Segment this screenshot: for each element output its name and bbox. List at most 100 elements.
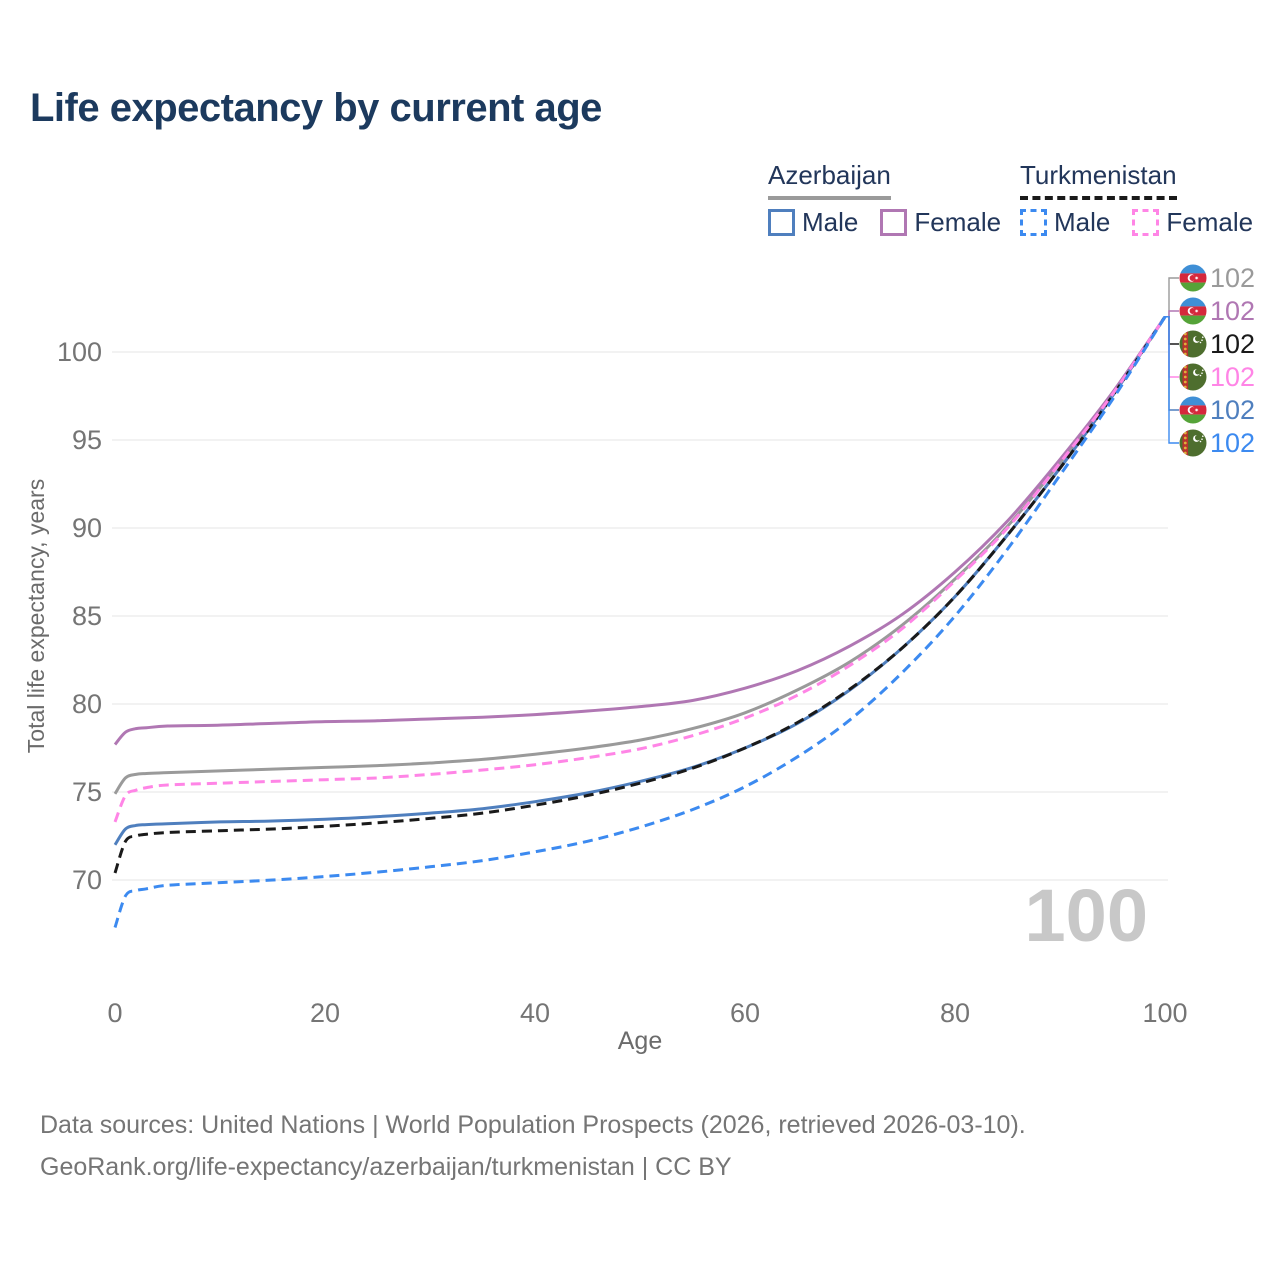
end-label-leader xyxy=(1164,316,1179,345)
circle xyxy=(1183,347,1187,351)
legend-group-turkmenistan: Turkmenistan Male Female xyxy=(1020,160,1275,238)
circle xyxy=(1199,341,1202,344)
legend-item-turkmenistan-male[interactable]: Male xyxy=(1020,207,1110,238)
turkmenistan-flag-icon xyxy=(1179,363,1207,391)
y-axis-title: Total life expectancy, years xyxy=(23,479,49,753)
end-label-leader xyxy=(1164,316,1179,378)
circle xyxy=(1183,370,1187,374)
y-tick-label: 85 xyxy=(72,601,102,631)
polygon xyxy=(1194,276,1199,280)
attribution-line: GeoRank.org/life-expectancy/azerbaijan/t… xyxy=(40,1153,732,1181)
y-tick-label: 70 xyxy=(72,865,102,895)
legend-label-azerbaijan-female: Female xyxy=(914,207,1002,237)
y-tick-label: 75 xyxy=(72,777,102,807)
legend-label-azerbaijan-male: Male xyxy=(802,207,859,237)
circle xyxy=(1202,336,1204,338)
legend-label-turkmenistan-female: Female xyxy=(1166,207,1254,237)
end-label-leader xyxy=(1164,316,1179,444)
end-label-leader xyxy=(1164,310,1179,318)
azerbaijan-female-swatch-icon xyxy=(880,209,908,236)
circle xyxy=(1189,308,1196,314)
x-tick-label: 40 xyxy=(520,998,550,1028)
turkmenistan-female-swatch-icon xyxy=(1132,209,1160,236)
legend: Azerbaijan Male Female Turkmenistan Male xyxy=(0,160,1280,255)
end-value-azerbaijan-male: 102 xyxy=(1210,395,1255,425)
y-tick-label: 90 xyxy=(72,513,102,543)
turkmenistan-flag-icon xyxy=(1179,330,1207,358)
circle xyxy=(1195,434,1201,441)
series-line-turkmenistan-female xyxy=(113,315,1167,823)
legend-item-azerbaijan-female[interactable]: Female xyxy=(880,207,1001,238)
circle xyxy=(1199,440,1202,443)
x-tick-label: 0 xyxy=(107,998,122,1028)
rect xyxy=(1179,414,1207,424)
x-tick-label: 100 xyxy=(1142,998,1187,1028)
legend-country-turkmenistan[interactable]: Turkmenistan xyxy=(1020,160,1177,200)
legend-item-azerbaijan-male[interactable]: Male xyxy=(768,207,858,238)
page-title: Life expectancy by current age xyxy=(30,86,602,130)
age-counter-watermark: 100 xyxy=(1025,874,1148,957)
end-value-azerbaijan: 102 xyxy=(1210,263,1255,293)
rect xyxy=(1179,315,1207,325)
circle xyxy=(1183,385,1187,389)
azerbaijan-flag-icon xyxy=(1179,297,1207,325)
legend-item-turkmenistan-female[interactable]: Female xyxy=(1132,207,1253,238)
polygon xyxy=(1194,408,1199,412)
series-line-turkmenistan xyxy=(113,315,1167,874)
circle xyxy=(1199,374,1202,377)
end-value-turkmenistan: 102 xyxy=(1210,329,1255,359)
legend-country-azerbaijan[interactable]: Azerbaijan xyxy=(768,160,891,200)
turkmenistan-male-swatch-icon xyxy=(1020,209,1047,236)
circle xyxy=(1202,435,1204,437)
circle xyxy=(1183,375,1187,379)
circle xyxy=(1183,436,1187,440)
footer: Data sources: United Nations | World Pop… xyxy=(40,1104,1026,1188)
end-label-leader xyxy=(1164,316,1179,411)
x-axis-title: Age xyxy=(618,1027,662,1055)
circle xyxy=(1183,446,1187,450)
end-value-azerbaijan-female: 102 xyxy=(1210,296,1255,326)
end-value-turkmenistan-female: 102 xyxy=(1210,362,1255,392)
circle xyxy=(1183,352,1187,356)
y-tick-label: 95 xyxy=(72,425,102,455)
circle xyxy=(1195,335,1201,342)
circle xyxy=(1189,275,1196,281)
circle xyxy=(1183,441,1187,445)
circle xyxy=(1183,337,1187,341)
legend-label-turkmenistan-male: Male xyxy=(1054,207,1111,237)
circle xyxy=(1183,342,1187,346)
circle xyxy=(1183,365,1187,369)
series-line-azerbaijan-female xyxy=(113,315,1167,746)
series-line-turkmenistan-male xyxy=(113,316,1167,928)
turkmenistan-flag-icon xyxy=(1179,429,1207,457)
circle xyxy=(1201,372,1203,374)
circle xyxy=(1202,369,1204,371)
data-sources-line: Data sources: United Nations | World Pop… xyxy=(40,1111,1026,1139)
rect xyxy=(1179,282,1207,292)
x-tick-label: 20 xyxy=(310,998,340,1028)
y-tick-label: 80 xyxy=(72,689,102,719)
circle xyxy=(1201,438,1203,440)
circle xyxy=(1183,332,1187,336)
x-tick-label: 60 xyxy=(730,998,760,1028)
azerbaijan-flag-icon xyxy=(1179,396,1207,424)
rect xyxy=(1179,396,1207,406)
circle xyxy=(1195,368,1201,375)
legend-group-azerbaijan: Azerbaijan Male Female xyxy=(768,160,1023,238)
circle xyxy=(1183,451,1187,455)
azerbaijan-flag-icon xyxy=(1179,264,1207,292)
rect xyxy=(1179,264,1207,274)
rect xyxy=(1179,297,1207,307)
azerbaijan-male-swatch-icon xyxy=(768,209,795,236)
y-tick-label: 100 xyxy=(57,337,102,367)
end-value-turkmenistan-male: 102 xyxy=(1210,428,1255,458)
polygon xyxy=(1194,309,1199,313)
circle xyxy=(1183,380,1187,384)
circle xyxy=(1201,339,1203,341)
circle xyxy=(1189,407,1196,413)
circle xyxy=(1183,431,1187,435)
series-line-azerbaijan-male xyxy=(113,315,1167,846)
x-tick-label: 80 xyxy=(940,998,970,1028)
